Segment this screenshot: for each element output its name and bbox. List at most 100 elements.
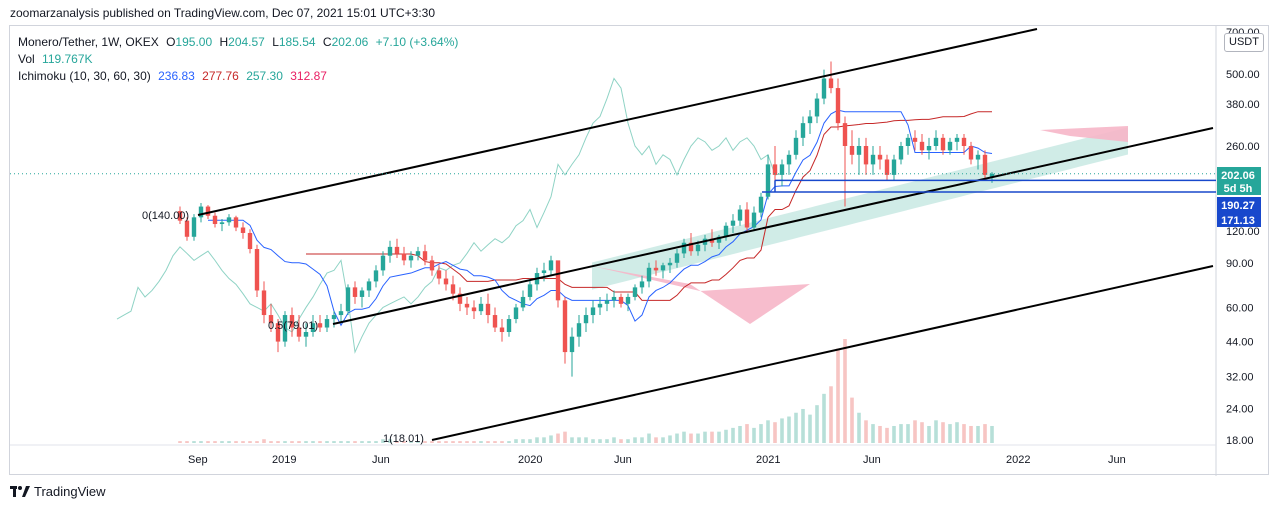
candle-body (611, 296, 617, 301)
volume-bar (528, 439, 532, 443)
volume-bar (570, 437, 574, 443)
candle-body (646, 267, 652, 282)
candle-body (905, 137, 911, 146)
y-tick-label: 380.00 (1226, 99, 1260, 111)
volume-bar (255, 441, 259, 443)
legend: Monero/Tether, 1W, OKEX O195.00 H204.57 … (18, 34, 462, 85)
candle-body (282, 315, 288, 342)
volume-bar (584, 437, 588, 443)
y-tick-label: 120.00 (1226, 226, 1260, 238)
volume-bar (409, 441, 413, 443)
ichimoku-cloud-bearish (592, 266, 810, 324)
last-price-tag-bg (1217, 167, 1261, 195)
x-tick-label: Sep (188, 454, 208, 466)
volume-bar (619, 439, 623, 443)
volume-bar (780, 418, 784, 443)
legend-symbol[interactable]: Monero/Tether, 1W, OKEX (18, 35, 159, 49)
legend-vol-label[interactable]: Vol (18, 52, 35, 66)
volume-bar (556, 433, 560, 443)
ichimoku-cloud-bearish-future (1040, 126, 1128, 142)
candle-body (303, 332, 309, 337)
candle-body (968, 145, 974, 160)
candle-body (394, 246, 400, 254)
volume-bar (829, 386, 833, 443)
volume-bar (549, 435, 553, 443)
volume-bar (521, 439, 525, 443)
candle-body (947, 141, 953, 151)
volume-bar (192, 441, 196, 443)
candle-body (464, 303, 470, 308)
volume-bar (864, 420, 868, 443)
candle-body (716, 236, 722, 243)
candle-body (429, 260, 435, 271)
candle-body (443, 278, 449, 285)
candle-body (212, 215, 218, 225)
volume-bar (857, 412, 861, 443)
volume-bar (493, 441, 497, 443)
volume-bar (717, 431, 721, 443)
candle-body (191, 217, 197, 237)
currency-button[interactable]: USDT (1224, 33, 1264, 52)
legend-change: +7.10 (+3.64%) (375, 35, 459, 49)
volume-bar (983, 424, 987, 443)
volume-bar (773, 422, 777, 443)
candle-body (856, 145, 862, 155)
candle-body (338, 311, 344, 316)
volume-bar (381, 439, 385, 443)
volume-bar (731, 427, 735, 443)
legend-ichimoku-label[interactable]: Ichimoku (10, 30, 60, 30) (18, 69, 151, 83)
candle-body (261, 290, 267, 316)
volume-bar (850, 397, 854, 443)
level-tag-2-bg (1217, 212, 1261, 227)
chart-svg[interactable]: 500.00 380.00 260.00 120.00 90.00 60.00 44.00 3… (10, 26, 1270, 476)
candle-body (989, 173, 995, 178)
candle-body (499, 327, 505, 333)
volume-bar (297, 441, 301, 443)
legend-ichimoku-lead2: 312.87 (290, 69, 327, 83)
candle-body (324, 319, 330, 328)
candle-body (520, 296, 526, 308)
volume-bar (269, 441, 273, 443)
legend-high: H204.57 (219, 35, 265, 49)
x-tick-label: 2021 (756, 454, 780, 466)
ichimoku-base-line (306, 111, 992, 301)
candle-body (744, 209, 750, 228)
volume-bar (787, 416, 791, 443)
volume-bar (486, 441, 490, 443)
x-tick-label: Jun (863, 454, 881, 466)
candle-body (226, 217, 232, 223)
candle-body (583, 315, 589, 324)
candle-body (667, 262, 673, 266)
volume-bar (479, 441, 483, 443)
volume-bar (654, 437, 658, 443)
candle-body (541, 270, 547, 274)
legend-row-volume: Vol 119.767K (18, 51, 462, 68)
volume-bar (402, 441, 406, 443)
volume-bar (927, 425, 931, 443)
volume-bar (199, 441, 203, 443)
candle-body (184, 220, 190, 237)
volume-bar (955, 422, 959, 443)
y-tick-label: 60.00 (1226, 302, 1254, 314)
chart-frame[interactable]: 500.00 380.00 260.00 120.00 90.00 60.00 44.00 3… (9, 25, 1270, 476)
volume-bar (969, 425, 973, 443)
candle-body (786, 154, 792, 165)
candle-body (723, 225, 729, 237)
volume-bar (689, 433, 693, 443)
volume-bar (395, 441, 399, 443)
volume-bar (647, 433, 651, 443)
candle-body (450, 284, 456, 294)
volume-bar (591, 439, 595, 443)
volume-bar (605, 439, 609, 443)
candle-body (296, 327, 302, 337)
y-tick-label: 500.00 (1226, 69, 1260, 81)
volume-bar (206, 441, 210, 443)
candle-body (954, 137, 960, 142)
volume-bar (892, 425, 896, 443)
volume-bar (262, 439, 266, 443)
volume-bar (724, 429, 728, 443)
candle-body (310, 323, 316, 333)
volume-bar (360, 441, 364, 443)
candle-body (863, 145, 869, 165)
candle-body (548, 260, 554, 271)
